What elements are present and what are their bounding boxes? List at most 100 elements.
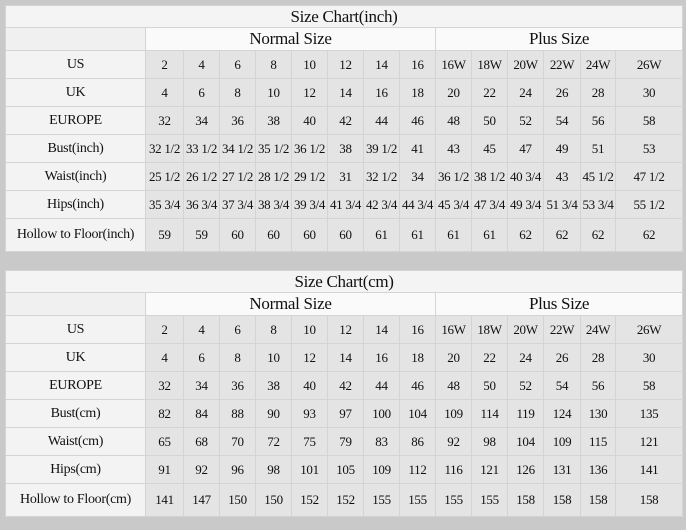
size-cell: 25 1/2 [145,162,184,191]
size-cell: 56 [580,371,616,400]
size-cell: 27 1/2 [219,162,256,191]
size-cell: 10 [255,343,292,372]
table-row: UK 4 6 8 10 12 14 16 18 20 22 24 26 28 30 [5,343,684,372]
size-cell: 44 [363,106,400,135]
size-cell: 32 1/2 [363,162,400,191]
size-cell: 58 [614,106,684,135]
size-cell: 38 3/4 [255,190,292,219]
size-cell: 152 [327,483,364,517]
size-cell: 20 [435,343,472,372]
size-cell: 61 [471,218,508,252]
row-label: Hips(cm) [5,455,146,484]
size-cell: 45 1/2 [580,162,616,191]
size-cell: 141 [145,483,184,517]
row-label: Waist(cm) [5,427,146,456]
size-cell: 22 [471,343,508,372]
size-cell: 34 [399,162,436,191]
size-cell: 126 [507,455,544,484]
size-cell: 24 [507,343,544,372]
size-cell: 14 [327,78,364,107]
size-cell: 155 [435,483,472,517]
size-cell: 119 [507,399,544,428]
size-cell: 22W [543,50,581,79]
size-cell: 14 [363,315,400,344]
size-cell: 52 [507,371,544,400]
size-cell: 62 [543,218,581,252]
size-cell: 135 [614,399,684,428]
size-cell: 101 [291,455,328,484]
plus-size-header: Plus Size [434,27,684,51]
size-cell: 155 [471,483,508,517]
size-cell: 20W [507,315,544,344]
size-cell: 114 [471,399,508,428]
size-cell: 44 3/4 [399,190,436,219]
size-cell: 32 [145,106,184,135]
row-label: UK [5,78,146,107]
size-cell: 8 [255,50,292,79]
size-cell: 115 [580,427,616,456]
size-cell: 50 [471,106,508,135]
size-cell: 4 [145,343,184,372]
size-cell: 42 3/4 [363,190,400,219]
size-cell: 62 [507,218,544,252]
size-cell: 30 [614,343,684,372]
size-cell: 24W [580,315,616,344]
row-label: Waist(inch) [5,162,146,191]
size-cell: 26 [543,78,581,107]
chart-title: Size Chart(cm) [4,270,684,293]
size-cell: 36 [219,371,256,400]
size-chart-cm: Size Chart(cm) Normal Size Plus Size US 2 4 6 8… [4,270,684,517]
size-cell: 54 [543,106,581,135]
size-cell: 55 1/2 [614,190,684,219]
size-cell: 150 [219,483,256,517]
size-cell: 26W [614,315,684,344]
size-cell: 16 [399,315,436,344]
size-cell: 2 [145,315,184,344]
size-cell: 98 [471,427,508,456]
size-cell: 29 1/2 [291,162,328,191]
size-cell: 22W [543,315,581,344]
size-cell: 53 [614,134,684,163]
row-label: Hips(inch) [5,190,146,219]
row-label: US [5,50,146,79]
size-cell: 34 [183,106,220,135]
size-cell: 65 [145,427,184,456]
size-cell: 56 [580,106,616,135]
size-cell: 18 [399,78,436,107]
size-cell: 50 [471,371,508,400]
size-cell: 109 [363,455,400,484]
size-cell: 34 [183,371,220,400]
size-cell: 18W [471,50,508,79]
size-cell: 62 [580,218,616,252]
size-cell: 100 [363,399,400,428]
size-cell: 28 [580,343,616,372]
size-cell: 88 [219,399,256,428]
size-cell: 6 [219,50,256,79]
table-row: Hollow to Floor(cm) 141 147 150 150 152 152 155… [5,483,684,517]
table-row: UK 4 6 8 10 12 14 16 18 20 22 24 26 28 30 [5,78,684,107]
size-cell: 43 [435,134,472,163]
size-cell: 158 [614,483,684,517]
table-row: Waist(inch) 25 1/2 26 1/2 27 1/2 28 1/2 29 1/… [5,162,684,191]
table-row: Waist(cm) 65 68 70 72 75 79 83 86 92 98 104 109 115 12… [5,427,684,456]
size-cell: 39 3/4 [291,190,328,219]
size-cell: 12 [327,50,364,79]
size-cell: 109 [543,427,581,456]
size-cell: 61 [363,218,400,252]
size-cell: 60 [327,218,364,252]
size-cell: 8 [255,315,292,344]
size-cell: 155 [363,483,400,517]
size-cell: 20 [435,78,472,107]
size-cell: 121 [471,455,508,484]
row-label: US [5,315,146,344]
size-cell: 60 [291,218,328,252]
group-row: Normal Size Plus Size [5,27,684,51]
size-cell: 10 [255,78,292,107]
size-cell: 92 [183,455,220,484]
size-cell: 12 [291,78,328,107]
size-cell: 31 [327,162,364,191]
size-cell: 52 [507,106,544,135]
table-row: US 2 4 6 8 10 12 14 16 16W 18W 20W 22W 24W 26W [5,50,684,79]
group-row: Normal Size Plus Size [5,292,684,316]
row-label: Hollow to Floor(inch) [5,218,146,252]
